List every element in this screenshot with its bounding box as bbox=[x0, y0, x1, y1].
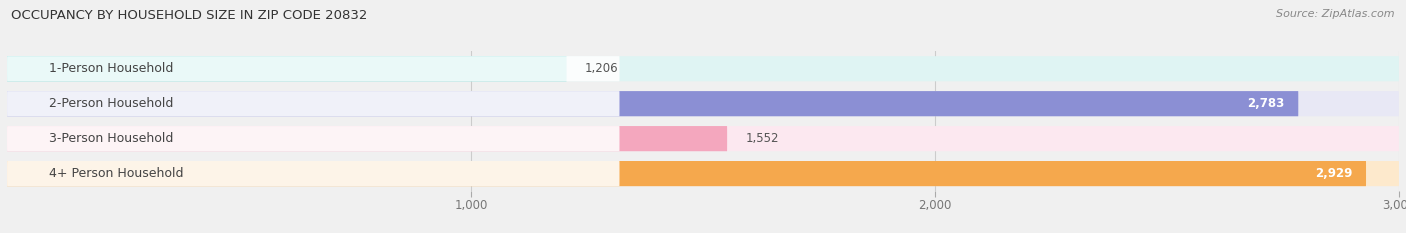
Text: 4+ Person Household: 4+ Person Household bbox=[49, 167, 183, 180]
Text: 3-Person Household: 3-Person Household bbox=[49, 132, 173, 145]
FancyBboxPatch shape bbox=[7, 56, 567, 81]
FancyBboxPatch shape bbox=[7, 126, 727, 151]
FancyBboxPatch shape bbox=[7, 126, 1399, 151]
FancyBboxPatch shape bbox=[7, 91, 620, 116]
FancyBboxPatch shape bbox=[7, 56, 620, 81]
Text: 2,783: 2,783 bbox=[1247, 97, 1284, 110]
Text: 1,552: 1,552 bbox=[745, 132, 779, 145]
Text: Source: ZipAtlas.com: Source: ZipAtlas.com bbox=[1277, 9, 1395, 19]
FancyBboxPatch shape bbox=[7, 161, 1367, 186]
Text: 2,929: 2,929 bbox=[1315, 167, 1353, 180]
FancyBboxPatch shape bbox=[7, 161, 620, 186]
FancyBboxPatch shape bbox=[7, 56, 1399, 81]
FancyBboxPatch shape bbox=[7, 91, 1298, 116]
Text: 1,206: 1,206 bbox=[585, 62, 619, 75]
Text: OCCUPANCY BY HOUSEHOLD SIZE IN ZIP CODE 20832: OCCUPANCY BY HOUSEHOLD SIZE IN ZIP CODE … bbox=[11, 9, 367, 22]
FancyBboxPatch shape bbox=[7, 91, 1399, 116]
Text: 2-Person Household: 2-Person Household bbox=[49, 97, 173, 110]
Text: 1-Person Household: 1-Person Household bbox=[49, 62, 173, 75]
FancyBboxPatch shape bbox=[7, 126, 620, 151]
FancyBboxPatch shape bbox=[7, 161, 1399, 186]
